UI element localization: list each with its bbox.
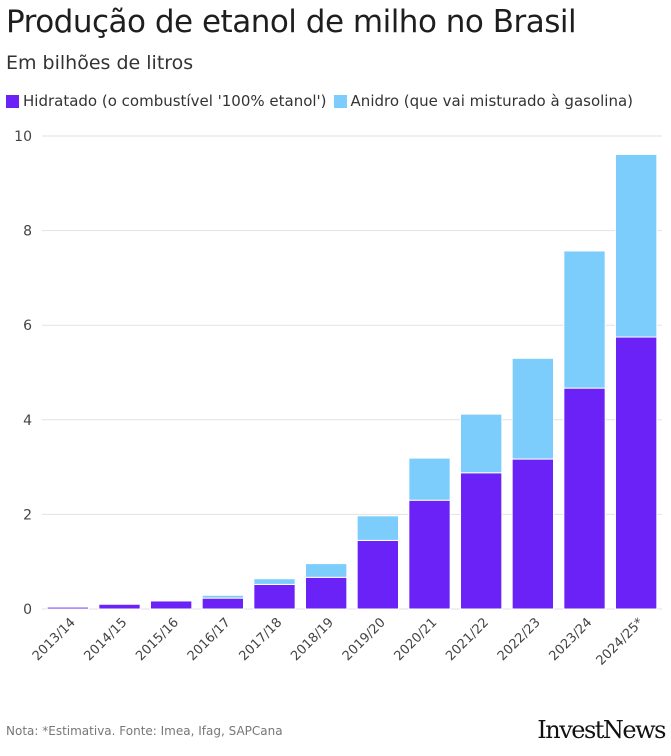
y-tick-label: 10: [14, 129, 32, 145]
bar-anidro: [511, 357, 555, 460]
source-note: Nota: *Estimativa. Fonte: Imea, Ifag, SA…: [6, 724, 283, 738]
legend-swatch-anidro: [333, 94, 347, 108]
investnews-logo: InvestNews: [537, 716, 666, 744]
bar-hidratado: [408, 499, 451, 610]
x-tick-label: 2017/18: [237, 615, 286, 664]
bar-hidratado: [460, 472, 503, 610]
chart-subtitle: Em bilhões de litros: [6, 52, 194, 74]
chart-title: Produção de etanol de milho no Brasil: [6, 4, 577, 40]
bar-hidratado: [305, 576, 348, 610]
bar-anidro: [305, 563, 348, 578]
bar-hidratado: [46, 606, 89, 610]
x-tick-label: 2018/19: [288, 615, 337, 664]
y-tick-label: 6: [23, 318, 32, 334]
bar-anidro: [563, 250, 606, 389]
y-tick-label: 0: [23, 602, 32, 618]
x-tick-label: 2021/22: [443, 615, 492, 664]
x-tick-label: 2022/23: [495, 615, 544, 664]
x-tick-label: 2019/20: [340, 615, 389, 664]
bar-anidro: [460, 413, 503, 474]
bar-anidro: [253, 578, 296, 585]
y-tick-label: 2: [23, 507, 32, 523]
x-tick-label: 2023/24: [547, 615, 596, 664]
legend-swatch-hidratado: [6, 94, 19, 108]
x-tick-label: 2020/21: [392, 615, 441, 664]
legend: Hidratado (o combustível '100% etanol') …: [6, 92, 640, 110]
bar-anidro: [356, 515, 399, 541]
y-tick-label: 4: [23, 413, 32, 429]
bar-hidratado: [98, 603, 141, 610]
bar-anidro: [615, 153, 658, 338]
x-tick-label: 2016/17: [185, 615, 234, 664]
legend-label-anidro: Anidro (que vai misturado à gasolina): [350, 92, 634, 110]
bar-hidratado: [511, 458, 555, 610]
y-tick-label: 8: [23, 224, 32, 240]
bar-hidratado: [150, 600, 193, 610]
bar-hidratado: [615, 336, 658, 610]
x-tick-label: 2024/25*: [594, 615, 648, 669]
legend-item-anidro: Anidro (que vai misturado à gasolina): [333, 92, 634, 110]
x-tick-label: 2013/14: [30, 615, 79, 664]
bar-hidratado: [563, 387, 606, 610]
x-tick-label: 2015/16: [133, 615, 182, 664]
chart-plot: 0 2 4 6 8 10 2013/14 2014/15 2015/16 2016/17 2017/…: [14, 129, 662, 669]
legend-item-hidratado: Hidratado (o combustível '100% etanol'): [6, 92, 327, 110]
bar-anidro: [408, 457, 451, 501]
bar-hidratado: [253, 583, 296, 610]
bar-hidratado: [356, 539, 399, 610]
bar-anidro: [201, 594, 245, 599]
bar-hidratado: [201, 597, 245, 610]
legend-label-hidratado: Hidratado (o combustível '100% etanol'): [23, 92, 327, 110]
x-tick-label: 2014/15: [82, 615, 131, 664]
